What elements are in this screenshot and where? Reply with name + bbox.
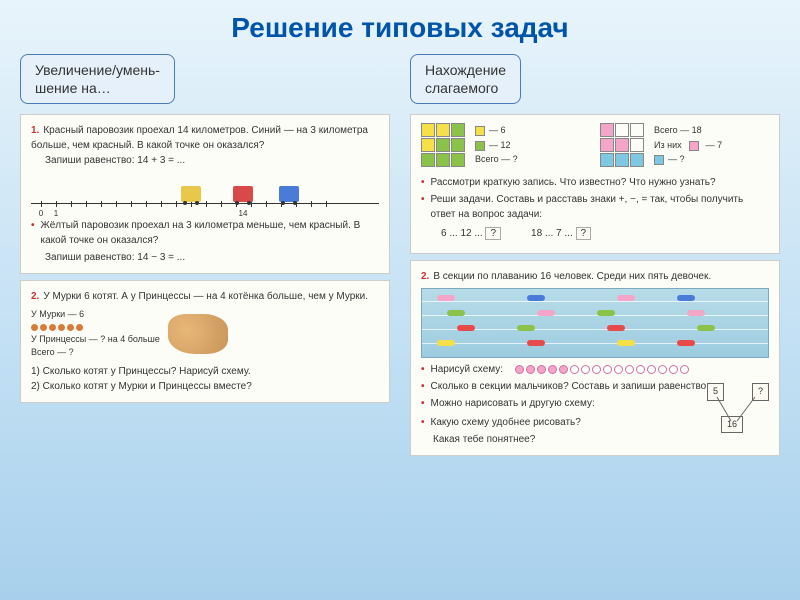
legend-q: — ? xyxy=(668,153,685,167)
q-2-2: 2) Сколько котят у Мурки и Принцессы вме… xyxy=(31,379,379,394)
legend-y: — 6 xyxy=(489,124,506,138)
expr-1: 6 ... 12 ... xyxy=(441,228,483,239)
legend-total-right: Всего — 18 xyxy=(654,124,722,138)
bullet-r4-text: Сколько в секции мальчиков? Составь и за… xyxy=(431,379,709,394)
murka-dots xyxy=(31,324,160,331)
card-right-top: — 6 — 12 Всего — ? Вс xyxy=(410,114,780,254)
legend-right: Всего — 18 Из них — 7 — ? xyxy=(654,123,722,168)
cherry-diagram: 5 ? 16 xyxy=(699,383,769,433)
cherry-lines xyxy=(699,383,769,433)
problem-2r-number: 2. xyxy=(421,271,429,282)
kittens-block: У Мурки — 6 У Принцессы — ? на 4 больше … xyxy=(31,308,379,360)
bullet-yellow-1: Жёлтый паровозик проехал на 3 километра … xyxy=(31,218,379,248)
kittens-image xyxy=(168,314,228,354)
legend-left: — 6 — 12 Всего — ? xyxy=(475,123,518,168)
gridbox-right: Всего — 18 Из них — 7 — ? xyxy=(600,123,769,169)
q-2-1: 1) Сколько котят у Принцессы? Нарисуй сх… xyxy=(31,364,379,379)
bullet-r6: Какую схему удобнее рисовать? xyxy=(421,415,581,430)
bullet-r1: Рассмотри краткую запись. Что известно? … xyxy=(421,175,769,190)
card-right-swim: 2. В секции по плаванию 16 человек. Среди… xyxy=(410,260,780,456)
legend-out: Из них xyxy=(654,139,682,153)
bullet-r6-text: Какую схему удобнее рисовать? xyxy=(431,415,581,430)
legend-total-left: Всего — ? xyxy=(475,153,518,167)
bullet-r5-text: Можно нарисовать и другую схему: xyxy=(431,396,595,411)
line-princess: У Принцессы — ? на 4 больше xyxy=(31,333,160,347)
expr-row: 6 ... 12 ... ? 18 ... 7 ... ? xyxy=(441,226,769,241)
gridbox-left: — 6 — 12 Всего — ? xyxy=(421,123,590,169)
minigrid-pb xyxy=(600,123,644,167)
left-column: Увеличение/умень- шение на… 1.Красный па… xyxy=(20,54,390,462)
kittens-lines: У Мурки — 6 У Принцессы — ? на 4 больше … xyxy=(31,308,160,360)
line-murka: У Мурки — 6 xyxy=(31,308,160,322)
columns: Увеличение/умень- шение на… 1.Красный па… xyxy=(0,54,800,462)
legend-out-7: — 7 xyxy=(706,139,723,153)
number-line: 0114 xyxy=(31,174,379,214)
card-left-1: 1.Красный паровозик проехал 14 километро… xyxy=(20,114,390,274)
bullet-r3: Нарисуй схему: xyxy=(421,362,769,377)
bullet-r3-text: Нарисуй схему: xyxy=(431,362,504,377)
card-left-2: 2. У Мурки 6 котят. А у Принцессы — на 4 … xyxy=(20,280,390,403)
problem-1-text: Красный паровозик проехал 14 километров.… xyxy=(31,125,368,151)
swimming-pool xyxy=(421,288,769,358)
page-title: Решение типовых задач xyxy=(0,0,800,54)
dots-schema xyxy=(515,365,689,374)
problem-1-eq: Запиши равенство: 14 + 3 = ... xyxy=(45,153,379,168)
bullet-r2: Реши задачи. Составь и расставь знаки +,… xyxy=(421,192,769,222)
problem-1-number: 1. xyxy=(31,125,39,136)
legend-g: — 12 xyxy=(489,139,511,153)
problem-2r-text: В секции по плаванию 16 человек. Среди н… xyxy=(433,271,711,282)
tag-find-addend: Нахождение слагаемого xyxy=(410,54,521,104)
bullet-r1-text: Рассмотри краткую запись. Что известно? … xyxy=(431,175,716,190)
tag-increase-decrease: Увеличение/умень- шение на… xyxy=(20,54,175,104)
grid-row: — 6 — 12 Всего — ? Вс xyxy=(421,123,769,169)
problem-2-number: 2. xyxy=(31,291,39,302)
minigrid-yg xyxy=(421,123,465,167)
problem-2-text: У Мурки 6 котят. А у Принцессы — на 4 ко… xyxy=(43,291,368,302)
expr-2: 18 ... 7 ... xyxy=(531,228,573,239)
bullet-yellow-1-text: Жёлтый паровозик проехал на 3 километра … xyxy=(41,218,379,248)
bullet-r7: Какая тебе понятнее? xyxy=(433,432,581,447)
line-total: Всего — ? xyxy=(31,346,160,360)
right-column: Нахождение слагаемого — 6 — 12 Всего — ? xyxy=(410,54,780,462)
bullet-yellow-2: Запиши равенство: 14 − 3 = ... xyxy=(45,250,379,265)
bullet-r2-text: Реши задачи. Составь и расставь знаки +,… xyxy=(431,192,769,222)
